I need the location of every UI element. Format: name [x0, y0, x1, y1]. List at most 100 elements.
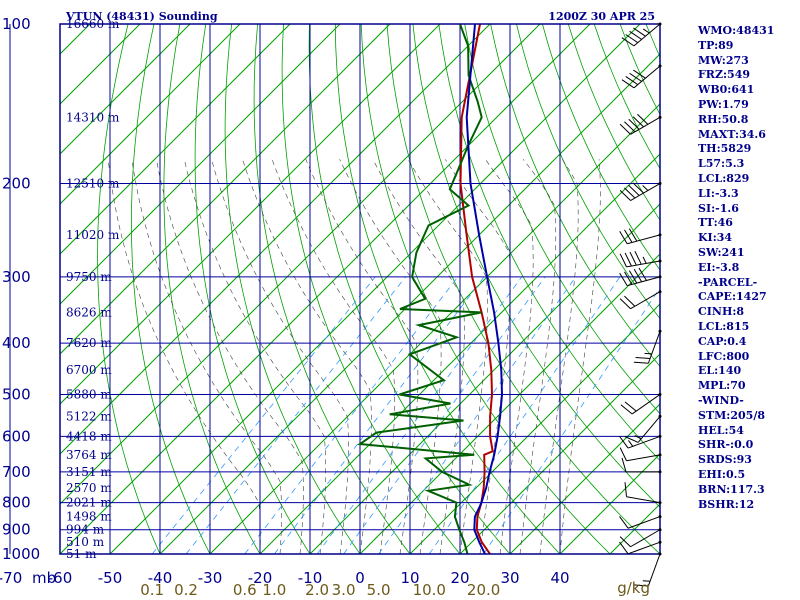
wind-barb-half-flag	[642, 580, 651, 582]
wind-barb-base	[658, 275, 662, 279]
wind-barb-staff	[627, 516, 661, 529]
wind-barb-base	[658, 64, 662, 68]
wind-barb	[633, 552, 662, 587]
stability-indices-panel: WMO:48431 TP:89 MW:273 FRZ:549 WB0:641 PW:1.7…	[698, 24, 798, 512]
height-label: 3764 m	[66, 448, 112, 462]
isotherm-line	[459, 353, 660, 554]
mixing-ratio-line	[428, 276, 621, 554]
pressure-tick-label: 200	[2, 175, 31, 193]
stability-index-row: PW:1.79	[698, 97, 749, 111]
wind-barb-flag	[633, 269, 643, 283]
wind-barb-staff	[630, 183, 661, 201]
wind-barb-flag	[619, 447, 627, 461]
wind-barb-flag	[619, 298, 631, 310]
dry-adiabat-line	[516, 24, 660, 320]
dry-adiabat-line	[281, 24, 461, 554]
wind-barb	[621, 457, 662, 474]
sounding-profiles	[357, 24, 504, 554]
dry-adiabat-line	[131, 24, 211, 554]
wind-barb	[621, 22, 662, 47]
dry-adiabat-line	[253, 24, 411, 554]
height-label: 8626 m	[66, 305, 112, 319]
wind-barb-base	[658, 22, 662, 26]
wind-barb-flag	[619, 435, 629, 449]
height-label: 2021 m	[66, 496, 112, 510]
wind-barb-flag	[624, 252, 632, 267]
wind-barb-flag	[625, 76, 639, 86]
isotherm-line	[60, 24, 491, 455]
mixing-ratio-line	[343, 276, 546, 554]
mixing-ratio-label: 5.0	[367, 581, 391, 599]
chart-title: VTUN (48431) Sounding	[65, 10, 218, 23]
wind-barb-base	[658, 290, 662, 294]
wind-barb-staff	[630, 529, 661, 548]
wind-barb-staff	[647, 553, 661, 587]
wind-barb-flag	[621, 79, 635, 89]
stability-index-row: LFC:800	[698, 349, 750, 363]
temperature-tick-label: -40	[148, 569, 173, 587]
height-label: 51 m	[66, 547, 97, 561]
isotherm-line	[60, 24, 341, 305]
parcel-profile-line	[465, 24, 504, 554]
isotherm-line	[509, 403, 660, 554]
stability-index-row: SHR-:0.0	[698, 438, 754, 452]
pressure-tick-label: 1000	[2, 545, 40, 563]
stability-index-row: CAP:0.4	[698, 334, 747, 348]
wind-barb	[620, 392, 662, 415]
stability-index-row: TH:5829	[698, 142, 752, 156]
wind-barb	[619, 267, 662, 287]
stability-index-row: MPL:70	[698, 379, 746, 393]
mixing-ratio-line	[316, 276, 523, 554]
stability-index-row: SI:-1.6	[698, 201, 739, 215]
wind-barb-base	[658, 414, 662, 418]
wind-barb-base	[658, 115, 662, 119]
wind-barb-staff	[627, 276, 661, 287]
height-label: 16660 m	[66, 17, 120, 31]
wind-barb-half-flag	[628, 440, 634, 447]
temperature-tick-label: -20	[248, 569, 273, 587]
wind-barb-staff	[626, 496, 661, 504]
wind-barb-flag	[628, 118, 640, 130]
wind-barb-base	[658, 515, 662, 519]
temperature-tick-label: -60	[48, 569, 73, 587]
wind-barb	[619, 528, 662, 548]
mixing-ratio-line	[483, 286, 660, 554]
wind-barb-flag	[624, 401, 637, 412]
wind-barb-flag	[624, 295, 636, 307]
wind-barb-flag	[635, 357, 651, 360]
temperature-tick-label: 10	[400, 569, 419, 587]
stability-index-row: WMO:48431	[698, 24, 775, 37]
mixing-ratio-line	[185, 276, 406, 554]
dry-adiabat-line	[412, 24, 660, 508]
stability-index-row: FRZ:549	[698, 68, 751, 82]
chart-datetime: 1200Z 30 APR 25	[548, 10, 655, 23]
wind-barb	[619, 434, 662, 449]
wind-barb	[619, 540, 662, 555]
dry-adiabat-line	[163, 24, 261, 554]
mixing-ratio-label: 20.0	[467, 581, 500, 599]
isotherm-line	[60, 24, 391, 355]
height-label: 510 m	[66, 535, 105, 549]
wind-barb-flag	[619, 123, 631, 135]
wind-barb-base	[658, 329, 662, 333]
stability-index-row: LI:-3.3	[698, 186, 739, 200]
wind-barb-base	[658, 501, 662, 505]
wind-barb-flag	[628, 185, 640, 196]
pressure-unit-label: mb	[32, 569, 56, 587]
wind-barb	[619, 113, 662, 135]
wind-barb-flag	[619, 272, 628, 286]
height-label: 994 m	[66, 523, 105, 537]
wind-barb	[619, 447, 662, 462]
pressure-tick-label: 600	[2, 427, 31, 445]
wind-barb-flag	[619, 541, 629, 555]
stability-index-row: EHI:0.5	[698, 467, 746, 481]
dry-adiabat-line	[194, 24, 311, 554]
dry-adiabat-line	[386, 24, 660, 554]
plot-frame	[59, 23, 661, 555]
stability-index-row: HEL:54	[698, 423, 744, 437]
isotherm-line	[409, 303, 660, 554]
wind-barb-flag	[620, 404, 633, 415]
isotherm-line	[559, 453, 660, 554]
wind-barb-staff	[633, 65, 661, 89]
